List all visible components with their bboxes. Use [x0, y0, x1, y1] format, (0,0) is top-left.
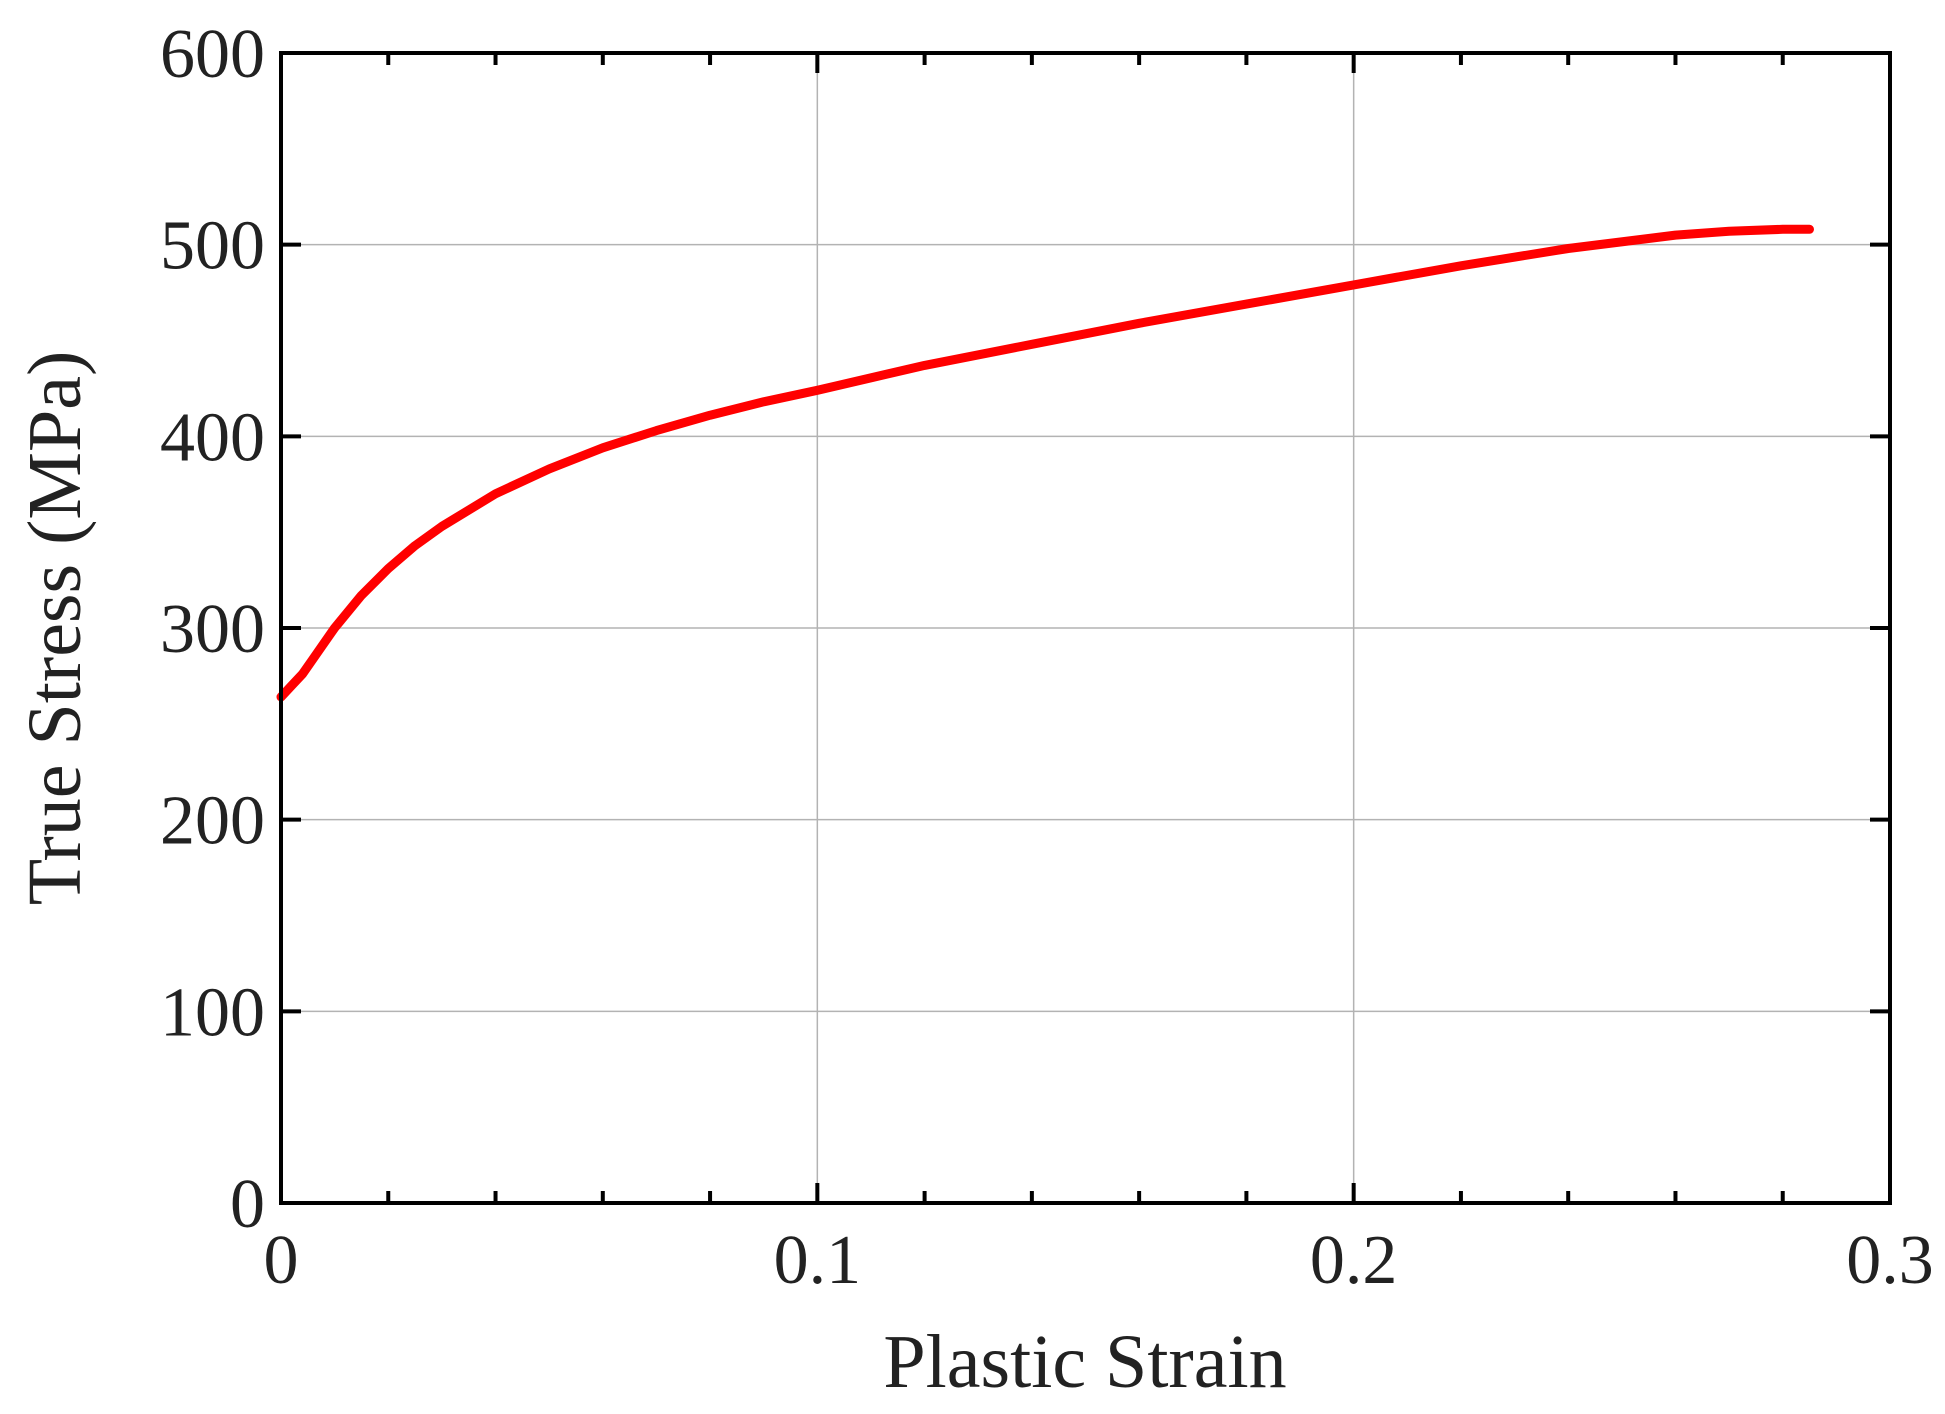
y-tick-label: 100 [160, 974, 265, 1051]
series-layer [276, 224, 1814, 702]
x-axis-label: Plastic Strain [883, 1320, 1286, 1404]
series-line [276, 224, 1814, 702]
grid [281, 53, 1890, 1203]
tick-labels: 0 100 200 300 400 500 600 0 0.1 0.2 0.3 [160, 16, 1934, 1299]
tick-marks [279, 51, 1892, 1205]
y-tick-label: 400 [160, 399, 265, 476]
x-tick-label: 0.3 [1846, 1222, 1934, 1299]
x-tick-label: 0.2 [1310, 1222, 1398, 1299]
y-tick-label: 200 [160, 783, 265, 860]
x-tick-label: 0 [264, 1222, 299, 1299]
y-tick-label: 600 [160, 16, 265, 93]
y-tick-label: 500 [160, 208, 265, 285]
y-tick-label: 0 [230, 1166, 265, 1243]
y-tick-label: 300 [160, 591, 265, 668]
x-tick-label: 0.1 [774, 1222, 862, 1299]
y-axis-label: True Stress (MPa) [13, 351, 97, 906]
